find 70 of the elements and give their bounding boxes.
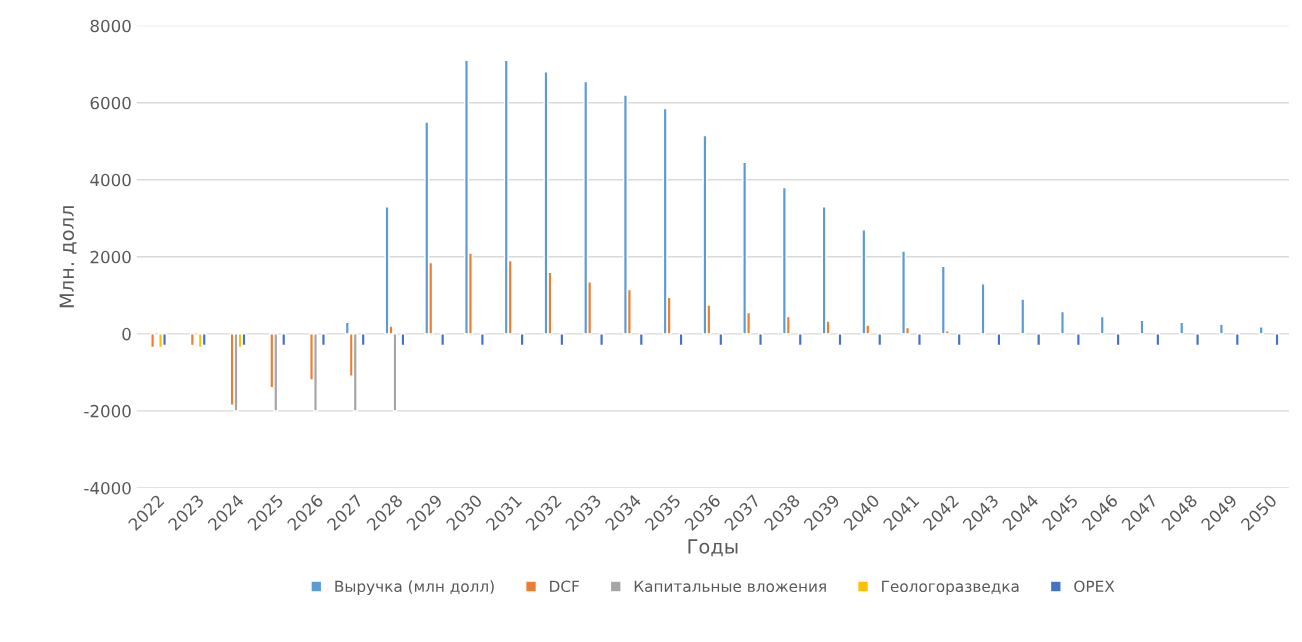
bar [861, 229, 867, 335]
bar [400, 333, 406, 347]
bar [313, 333, 318, 412]
bar [1234, 333, 1240, 347]
bar [189, 333, 195, 347]
bar [1020, 298, 1026, 335]
bar [742, 161, 748, 335]
bar [352, 333, 358, 412]
legend-label: Выручка (млн долл) [335, 580, 494, 596]
y-tick-label: -4000 [84, 481, 131, 495]
bar [360, 333, 366, 347]
bar [162, 333, 168, 347]
bar [384, 206, 390, 335]
bar [1060, 310, 1065, 335]
bar [559, 333, 565, 347]
bar [662, 107, 668, 335]
bar [201, 333, 207, 347]
bar [638, 333, 644, 347]
bar [877, 333, 883, 347]
y-tick-label: 0 [122, 327, 131, 341]
bar [1274, 333, 1280, 347]
bar [1139, 319, 1145, 335]
bar [1115, 333, 1121, 347]
bar [440, 333, 446, 347]
bar [1075, 333, 1081, 347]
y-axis-title: Млн. долл [59, 206, 77, 308]
bar [718, 333, 724, 347]
bar [583, 80, 589, 335]
bar [464, 59, 469, 335]
bar [273, 333, 279, 412]
y-tick-label: 6000 [90, 96, 131, 110]
bar [599, 333, 605, 347]
legend-label: Геологоразведка [882, 580, 1019, 596]
bar [996, 333, 1002, 347]
bar [758, 333, 764, 347]
bar [940, 265, 946, 335]
x-axis-title: Годы [688, 539, 738, 557]
legend-label: OPEX [1074, 580, 1115, 593]
y-tick-label: 8000 [90, 19, 131, 33]
bar [980, 283, 986, 335]
bar [1036, 333, 1042, 347]
bar [543, 71, 549, 335]
legend-label: Капитальные вложения [634, 580, 826, 593]
bar [1258, 326, 1264, 335]
bar [1218, 323, 1224, 335]
bar [320, 333, 326, 347]
bar [1155, 333, 1161, 347]
bar [233, 333, 239, 412]
bar [424, 121, 430, 335]
legend-label: DCF [550, 580, 579, 593]
bar [916, 333, 922, 347]
y-tick-label: 4000 [90, 173, 131, 187]
bar [1179, 321, 1185, 335]
bar [519, 333, 525, 347]
bar [281, 333, 287, 347]
bar [781, 186, 787, 335]
bar [702, 134, 708, 335]
bar [479, 333, 485, 347]
bar [821, 206, 827, 335]
y-tick-label: -2000 [84, 404, 131, 418]
bar [1099, 315, 1105, 335]
bar [678, 333, 684, 347]
bar [622, 94, 628, 335]
bar [503, 59, 509, 335]
bar [956, 333, 962, 347]
bar [1195, 333, 1201, 347]
bar [150, 333, 156, 349]
bar [797, 333, 803, 347]
bar [901, 250, 907, 335]
y-tick-label: 2000 [90, 250, 131, 264]
